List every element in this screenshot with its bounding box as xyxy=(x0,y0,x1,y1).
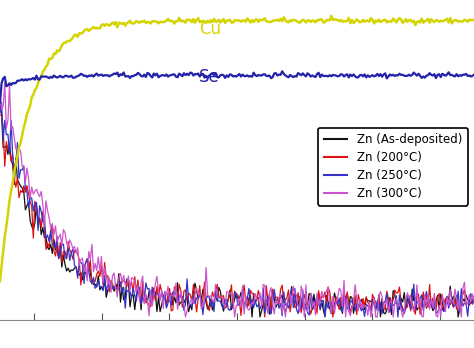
Legend: Zn (As-deposited), Zn (200°C), Zn (250°C), Zn (300°C): Zn (As-deposited), Zn (200°C), Zn (250°C… xyxy=(318,128,468,206)
Text: Se: Se xyxy=(199,68,220,86)
Text: Cu: Cu xyxy=(199,20,221,38)
